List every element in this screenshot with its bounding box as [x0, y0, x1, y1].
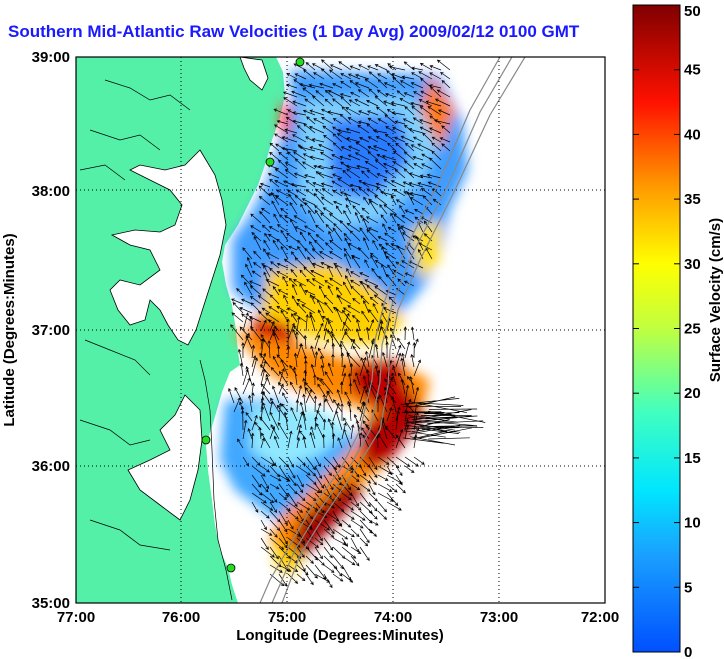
x-tick-label: 76:00: [162, 609, 200, 626]
pamlico-sound: [127, 394, 203, 521]
x-tick-label: 73:00: [480, 609, 518, 626]
y-axis: 39:00 38:00 37:00 36:00 35:00 Latitude (…: [1, 49, 70, 612]
colorbar-tick-label: 30: [684, 256, 701, 273]
colorbar-tick-label: 25: [684, 321, 701, 338]
colorbar-label: Surface Velocity (cm/s): [707, 218, 724, 382]
colorbar-tick-label: 15: [684, 450, 701, 467]
y-tick-label: 39:00: [32, 49, 70, 66]
grid-lines: [76, 57, 605, 603]
x-tick-label: 72:00: [581, 609, 619, 626]
radar-station-marker: [265, 157, 275, 167]
colorbar-tick-label: 40: [684, 126, 701, 143]
x-tick-label: 77:00: [57, 609, 95, 626]
colorbar-tick-label: 45: [684, 62, 701, 79]
chesapeake-bay: [109, 149, 227, 346]
x-tick-label: 74:00: [374, 609, 412, 626]
x-tick-label: 75:00: [268, 609, 306, 626]
x-axis: 77:00 76:00 75:00 74:00 73:00 72:00 Long…: [57, 609, 619, 644]
colorbar-tick-label: 10: [684, 515, 701, 532]
colorbar-scale: [632, 4, 681, 653]
delaware-bay: [239, 57, 269, 91]
x-axis-label: Longitude (Degrees:Minutes): [236, 627, 444, 644]
plot-frame: [75, 56, 606, 604]
colorbar-tick-label: 35: [684, 191, 701, 208]
coastline: [79, 79, 233, 601]
colorbar-tick-label: 0: [684, 644, 692, 659]
plot-area: [76, 57, 605, 603]
y-tick-label: 37:00: [32, 322, 70, 339]
colorbar-tick-label: 5: [684, 579, 692, 596]
colorbar-tick-label: 50: [684, 3, 701, 20]
velocity-vectors: [228, 59, 486, 589]
radar-station-marker: [201, 435, 211, 445]
radar-stations: [201, 57, 305, 573]
y-tick-label: 36:00: [32, 458, 70, 475]
y-tick-label: 38:00: [32, 183, 70, 200]
radar-station-marker: [295, 57, 305, 67]
bathymetry-contours: [259, 57, 526, 603]
y-tick-label: 35:00: [32, 595, 70, 612]
map-title: Southern Mid-Atlantic Raw Velocities (1 …: [8, 22, 580, 41]
colorbar-tick-label: 20: [684, 385, 701, 402]
y-axis-label: Latitude (Degrees:Minutes): [1, 233, 18, 426]
velocity-vector-arrows: [228, 59, 486, 589]
radar-station-marker: [226, 563, 236, 573]
